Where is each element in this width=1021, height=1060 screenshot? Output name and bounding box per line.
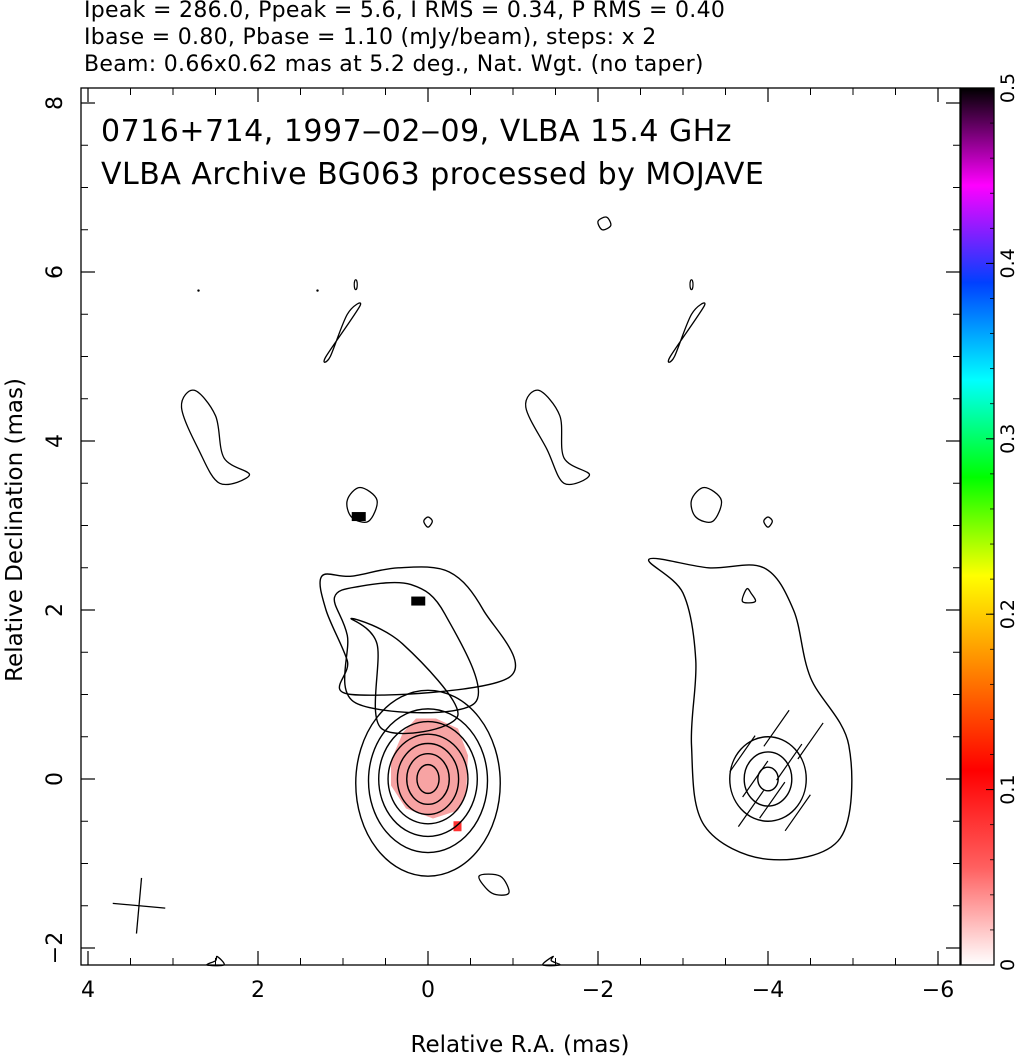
contour-blob bbox=[478, 873, 510, 896]
colorbar-tick-label: 0.4 bbox=[997, 248, 1019, 278]
x-tick-label: 2 bbox=[251, 978, 265, 1003]
contour-sliver bbox=[353, 279, 358, 291]
polarization-mark bbox=[411, 596, 426, 606]
colorbar-tick-label: 0 bbox=[997, 959, 1019, 971]
right-inner-contour bbox=[743, 751, 793, 807]
map-title-line-1: 0716+714, 1997‒02‒09, VLBA 15.4 GHz bbox=[101, 114, 732, 149]
x-tick-label: 4 bbox=[81, 978, 95, 1003]
core-contour bbox=[355, 689, 501, 877]
contour-dot bbox=[316, 289, 319, 292]
evpa-stick bbox=[759, 781, 786, 819]
x-axis-title: Relative R.A. (mas) bbox=[411, 1032, 630, 1058]
x-tick-label: −6 bbox=[922, 978, 954, 1003]
contour-sliver bbox=[689, 279, 694, 291]
core-contour bbox=[367, 708, 489, 854]
y-tick-label: 8 bbox=[43, 96, 68, 110]
evpa-stick bbox=[776, 743, 803, 781]
colorbar-gradient bbox=[960, 87, 995, 966]
jet-contour bbox=[350, 617, 459, 735]
evpa-stick bbox=[763, 709, 790, 747]
contour-blob bbox=[542, 955, 561, 967]
x-tick-label: −4 bbox=[752, 978, 784, 1003]
contour-blob bbox=[741, 587, 757, 604]
polarization-pixel bbox=[453, 821, 462, 832]
right-outer-contour bbox=[648, 557, 853, 861]
colorbar-tick-label: 0.5 bbox=[997, 73, 1019, 103]
contour-blob bbox=[763, 516, 773, 528]
axis-ticks: 4 2 0 −2 −4 −6 −2 0 2 4 6 8 bbox=[43, 88, 960, 1003]
evpa-stick bbox=[737, 790, 765, 827]
contour-blob bbox=[180, 389, 251, 485]
core-contour bbox=[406, 752, 450, 806]
contour-blob bbox=[323, 302, 362, 363]
colorbar-tick-label: 0.1 bbox=[997, 774, 1019, 804]
header-line-2: Ibase = 0.80, Pbase = 1.10 (mJy/beam), s… bbox=[84, 25, 657, 50]
header-line-3: Beam: 0.66x0.62 mas at 5.2 deg., Nat. Wg… bbox=[84, 52, 704, 77]
jet-contour bbox=[333, 581, 480, 714]
core-contour bbox=[396, 742, 460, 816]
jet-contour bbox=[319, 566, 517, 696]
core-contour bbox=[378, 720, 479, 838]
map-title-line-2: VLBA Archive BG063 processed by MOJAVE bbox=[101, 157, 764, 192]
y-tick-label: −2 bbox=[43, 932, 68, 964]
y-tick-label: 0 bbox=[43, 772, 68, 786]
x-tick-label: 0 bbox=[421, 978, 435, 1003]
contour-blob bbox=[423, 516, 433, 528]
header-line-1: Ipeak = 286.0, Ppeak = 5.6, I RMS = 0.34… bbox=[84, 0, 726, 23]
y-tick-label: 2 bbox=[43, 603, 68, 617]
contour-dot bbox=[197, 289, 200, 292]
plot-frame bbox=[80, 87, 961, 966]
evpa-stick bbox=[742, 760, 769, 798]
y-tick-label: 4 bbox=[43, 434, 68, 448]
contour-blob bbox=[525, 389, 591, 485]
evpa-stick bbox=[729, 735, 756, 773]
right-inner-contour bbox=[729, 736, 807, 822]
evpa-stick bbox=[797, 722, 824, 760]
contour-blob bbox=[346, 486, 378, 523]
beam-minor-axis bbox=[112, 902, 166, 909]
contour-blob bbox=[597, 216, 612, 231]
contour-blob bbox=[667, 302, 706, 363]
contour-blob bbox=[690, 486, 723, 523]
right-inner-contour bbox=[757, 766, 779, 792]
y-axis-title: Relative Declination (mas) bbox=[2, 378, 28, 682]
x-tick-label: −2 bbox=[582, 978, 614, 1003]
core-contour bbox=[387, 733, 469, 825]
core-contour bbox=[416, 763, 440, 795]
y-tick-label: 6 bbox=[43, 265, 68, 279]
colorbar-tick-label: 0.3 bbox=[997, 424, 1019, 454]
colorbar-tick-label: 0.2 bbox=[997, 599, 1019, 629]
colorbar: 0 0.1 0.2 0.3 0.4 0.5 bbox=[960, 73, 1019, 971]
polarization-mark bbox=[351, 512, 366, 522]
plot-area bbox=[112, 216, 853, 967]
evpa-stick bbox=[784, 794, 811, 832]
